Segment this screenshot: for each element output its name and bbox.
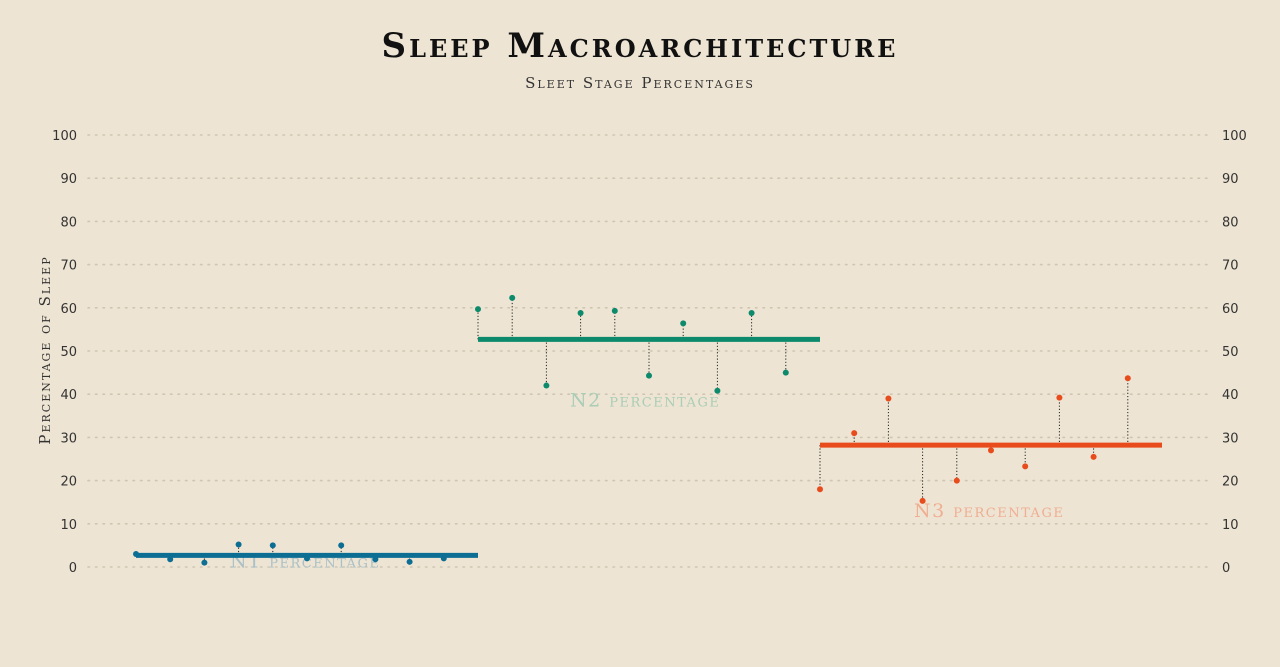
y-tick-label: 40 [1222,388,1239,403]
chart-title: Sleep Macroarchitecture [381,26,899,66]
data-point [235,541,242,548]
data-point [338,542,345,549]
y-tick-label: 10 [1222,518,1239,533]
data-point [611,307,618,314]
chart-subtitle: Sleet Stage Percentages [525,74,755,92]
data-point [988,447,994,454]
data-point [372,556,379,563]
series-3 [817,375,1162,504]
series-label: N2 percentage [570,389,720,411]
data-point [1090,453,1097,460]
data-point [543,382,550,389]
data-point [953,477,960,484]
data-point [919,497,926,504]
data-point [475,306,481,313]
data-point [782,369,789,376]
y-tick-label: 80 [60,215,77,230]
data-point [1056,394,1063,401]
data-point [885,395,892,402]
y-axis-left-ticks: 0 10 20 30 40 50 60 70 80 90 100 [52,129,77,576]
y-tick-label: 70 [1222,259,1239,274]
data-point [680,320,687,327]
data-point [817,486,823,493]
y-axis-title: Percentage of Sleep [36,255,54,444]
data-point [440,555,447,562]
y-tick-label: 80 [1222,215,1239,230]
data-point [509,294,516,301]
data-point [1022,463,1029,470]
y-tick-label: 90 [1222,172,1239,187]
series-1 [133,541,478,566]
data-point [167,556,174,563]
y-tick-label: 60 [1222,302,1239,317]
series-label: N3 percentage [914,500,1064,522]
y-tick-label: 50 [60,345,77,360]
data-point [1124,375,1131,382]
data-point [646,372,652,379]
y-tick-label: 100 [1222,129,1247,144]
y-tick-label: 0 [1222,561,1230,576]
data-point [304,555,310,562]
data-point [406,558,413,565]
y-tick-label: 60 [60,302,77,317]
y-tick-label: 30 [60,431,77,446]
y-tick-label: 20 [60,475,77,490]
data-point [748,309,755,316]
y-tick-label: 30 [1222,431,1239,446]
y-tick-label: 100 [52,129,77,144]
data-point [269,542,276,549]
y-axis-right-ticks: 0 10 20 30 40 50 60 70 80 90 100 [1222,129,1247,576]
y-tick-label: 0 [69,561,77,576]
data-point [577,309,584,316]
y-tick-label: 20 [1222,475,1239,490]
data-point [201,559,208,566]
y-tick-label: 90 [60,172,77,187]
series-marks [133,294,1162,566]
y-tick-label: 70 [60,259,77,274]
data-point [851,430,858,437]
data-point [714,387,721,394]
series-2 [475,294,820,394]
y-tick-label: 50 [1222,345,1239,360]
data-point [133,551,139,558]
y-tick-label: 40 [60,388,77,403]
y-tick-label: 10 [60,518,77,533]
